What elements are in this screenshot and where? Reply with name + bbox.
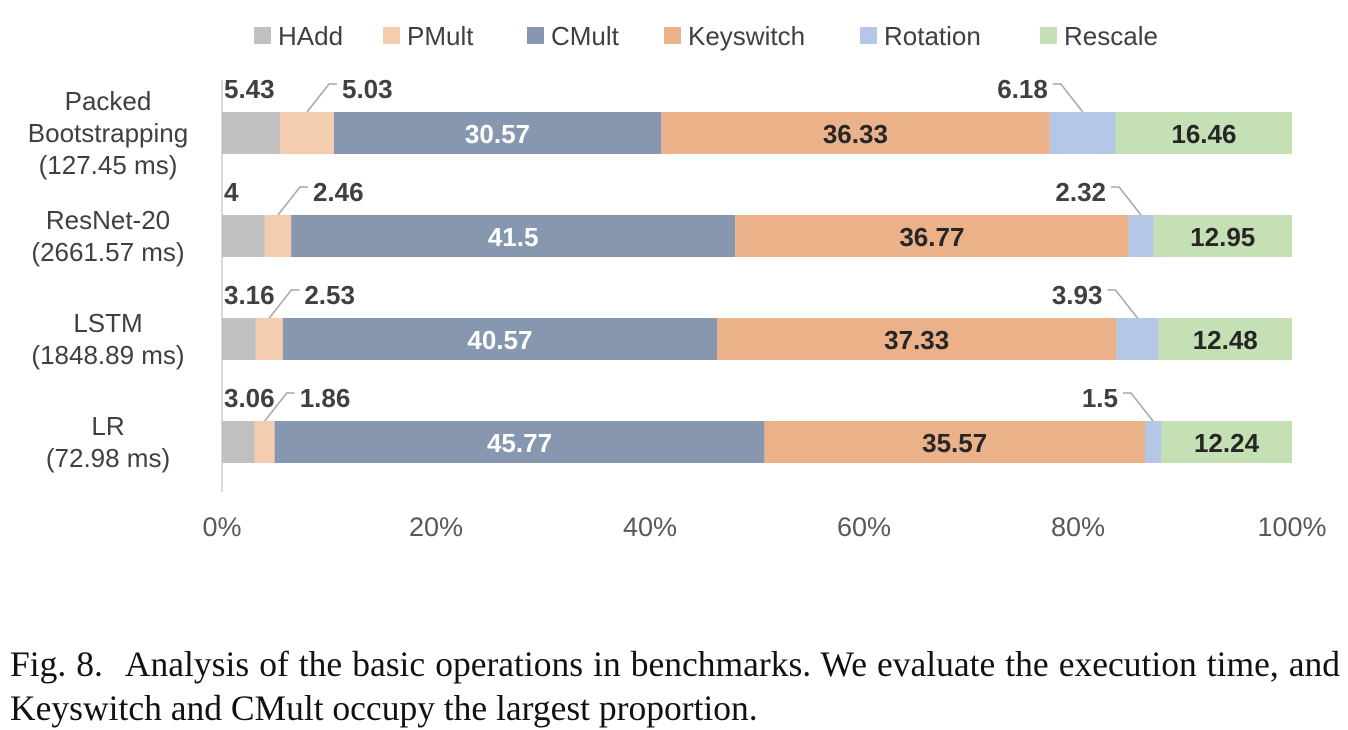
legend-swatch-pmult <box>383 27 400 44</box>
bar-segment-hadd <box>222 112 281 154</box>
data-label: 3.16 <box>224 280 275 310</box>
category-label-line: (2661.57 ms) <box>31 237 184 267</box>
category-label: LSTM (1848.89 ms) <box>31 308 184 370</box>
bar-segment-rotation <box>1116 318 1159 360</box>
leader-line <box>268 289 300 319</box>
data-label: 16.46 <box>1171 119 1236 149</box>
leader-line <box>306 83 338 113</box>
data-label: 40.57 <box>467 325 532 355</box>
bar-segment-cmult <box>274 421 765 463</box>
bar-segment-hadd <box>222 215 265 257</box>
bar-segment-pmult <box>264 215 292 257</box>
legend-label-keyswitch: Keyswitch <box>688 21 805 51</box>
data-label: 4 <box>224 177 239 207</box>
category-label-line: LR <box>91 411 124 441</box>
bar-segment-cmult <box>291 215 736 257</box>
bar-segment-rotation <box>1144 421 1162 463</box>
bar-segment-cmult <box>282 318 717 360</box>
data-label: 12.24 <box>1194 428 1260 458</box>
legend-label-rotation: Rotation <box>884 21 981 51</box>
bar-segment-pmult <box>280 112 334 154</box>
legend-swatch-keyswitch <box>664 27 681 44</box>
bar-segment-rescale <box>1158 318 1292 360</box>
bar-segment-hadd <box>222 318 256 360</box>
leader-line <box>1123 392 1154 422</box>
legend-swatch-hadd <box>254 27 271 44</box>
category-label-line: ResNet-20 <box>46 205 170 235</box>
x-tick-label: 40% <box>623 512 677 542</box>
leader-line <box>264 392 295 422</box>
bar-segment-pmult <box>255 318 283 360</box>
x-tick-label: 80% <box>1051 512 1105 542</box>
stacked-bar-chart: HAdd PMult CMult Keyswitch Rotation Rescale 0%… <box>28 21 1327 542</box>
data-label: 1.5 <box>1082 383 1118 413</box>
data-label: 3.93 <box>1052 280 1103 310</box>
data-label: 41.5 <box>488 222 539 252</box>
legend-label-pmult: PMult <box>407 21 474 51</box>
data-label: 1.86 <box>300 383 351 413</box>
category-label: LR (72.98 ms) <box>46 411 170 473</box>
bar-segment-hadd <box>222 421 255 463</box>
bar-segment-keyswitch <box>661 112 1050 154</box>
data-label: 37.33 <box>884 325 949 355</box>
category-label-line: Packed <box>65 86 152 116</box>
data-label: 3.06 <box>224 383 275 413</box>
bar-segment-rotation <box>1049 112 1116 154</box>
caption-text: Analysis of the basic operations in benc… <box>10 643 1340 728</box>
bar-segment-keyswitch <box>735 215 1129 257</box>
leader-line <box>1052 83 1084 113</box>
data-label: 6.18 <box>997 74 1048 104</box>
x-tick-label: 100% <box>1257 512 1326 542</box>
leader-line <box>1111 186 1142 216</box>
figure-caption: Fig. 8. Analysis of the basic operations … <box>10 642 1340 730</box>
x-tick-label: 60% <box>837 512 891 542</box>
category-label-line: LSTM <box>73 308 142 338</box>
legend-label-rescale: Rescale <box>1064 21 1158 51</box>
x-tick-label: 0% <box>202 512 241 542</box>
category-label-line: (1848.89 ms) <box>31 340 184 370</box>
category-label-line: (127.45 ms) <box>39 150 178 180</box>
data-label: 36.77 <box>899 222 964 252</box>
data-label: 12.95 <box>1190 222 1255 252</box>
data-label: 30.57 <box>465 119 530 149</box>
bar-segment-keyswitch <box>764 421 1145 463</box>
data-label: 45.77 <box>487 428 552 458</box>
legend-label-hadd: HAdd <box>278 21 343 51</box>
bar-segment-rescale <box>1153 215 1292 257</box>
data-label: 2.46 <box>313 177 364 207</box>
bar-segment-rescale <box>1161 421 1292 463</box>
bar-segment-cmult <box>333 112 662 154</box>
leader-line <box>277 186 308 216</box>
category-label-line: Bootstrapping <box>28 118 188 148</box>
caption-label: Fig. 8. <box>10 643 103 684</box>
category-label: ResNet-20 (2661.57 ms) <box>31 205 184 267</box>
data-label: 5.43 <box>224 74 275 104</box>
leader-line <box>1107 289 1139 319</box>
legend-swatch-cmult <box>527 27 544 44</box>
legend-label-cmult: CMult <box>551 21 620 51</box>
category-label: Packed Bootstrapping (127.45 ms) <box>28 86 188 180</box>
data-label: 5.03 <box>342 74 393 104</box>
bar-segment-pmult <box>254 421 275 463</box>
data-label: 2.32 <box>1055 177 1106 207</box>
data-label: 12.48 <box>1193 325 1258 355</box>
bar-segment-keyswitch <box>716 318 1117 360</box>
legend-swatch-rotation <box>860 27 877 44</box>
data-label: 36.33 <box>823 119 888 149</box>
category-label-line: (72.98 ms) <box>46 443 170 473</box>
bar-segment-rescale <box>1115 112 1292 154</box>
bar-segment-rotation <box>1128 215 1154 257</box>
x-tick-label: 20% <box>409 512 463 542</box>
legend-swatch-rescale <box>1040 27 1057 44</box>
data-label: 2.53 <box>304 280 355 310</box>
data-label: 35.57 <box>922 428 987 458</box>
